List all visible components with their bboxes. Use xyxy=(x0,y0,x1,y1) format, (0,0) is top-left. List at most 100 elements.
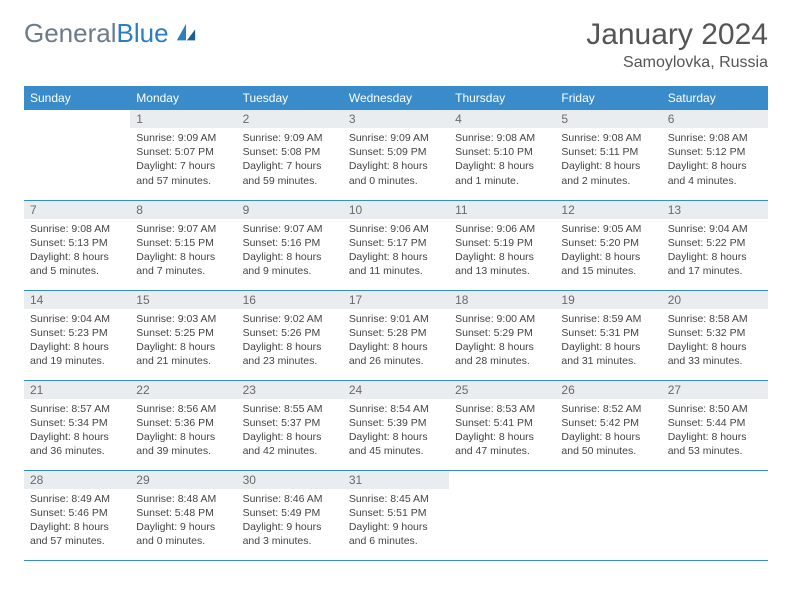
daylight-text: Daylight: 8 hours xyxy=(668,340,762,354)
day-number: 22 xyxy=(130,381,236,399)
weekday-header: Saturday xyxy=(662,86,768,110)
weekday-header: Friday xyxy=(555,86,661,110)
daylight-text: and 42 minutes. xyxy=(243,444,337,458)
sunrise-text: Sunrise: 8:55 AM xyxy=(243,402,337,416)
daylight-text: and 36 minutes. xyxy=(30,444,124,458)
day-number: 6 xyxy=(662,110,768,128)
sunset-text: Sunset: 5:25 PM xyxy=(136,326,230,340)
calendar-day-cell: 7Sunrise: 9:08 AMSunset: 5:13 PMDaylight… xyxy=(24,200,130,290)
day-number: 15 xyxy=(130,291,236,309)
daylight-text: and 47 minutes. xyxy=(455,444,549,458)
daylight-text: and 26 minutes. xyxy=(349,354,443,368)
daylight-text: Daylight: 8 hours xyxy=(30,250,124,264)
daylight-text: Daylight: 8 hours xyxy=(30,340,124,354)
daylight-text: and 7 minutes. xyxy=(136,264,230,278)
day-details: Sunrise: 9:09 AMSunset: 5:09 PMDaylight:… xyxy=(343,128,449,194)
weekday-header: Wednesday xyxy=(343,86,449,110)
day-details: Sunrise: 9:08 AMSunset: 5:10 PMDaylight:… xyxy=(449,128,555,194)
daylight-text: and 5 minutes. xyxy=(30,264,124,278)
daylight-text: and 21 minutes. xyxy=(136,354,230,368)
sunrise-text: Sunrise: 9:06 AM xyxy=(349,222,443,236)
calendar-day-cell: 4Sunrise: 9:08 AMSunset: 5:10 PMDaylight… xyxy=(449,110,555,200)
daylight-text: Daylight: 8 hours xyxy=(136,250,230,264)
daylight-text: Daylight: 8 hours xyxy=(30,430,124,444)
sunrise-text: Sunrise: 8:53 AM xyxy=(455,402,549,416)
day-details: Sunrise: 9:06 AMSunset: 5:19 PMDaylight:… xyxy=(449,219,555,285)
sunrise-text: Sunrise: 8:56 AM xyxy=(136,402,230,416)
sunrise-text: Sunrise: 9:05 AM xyxy=(561,222,655,236)
calendar-day-cell: 22Sunrise: 8:56 AMSunset: 5:36 PMDayligh… xyxy=(130,380,236,470)
daylight-text: and 19 minutes. xyxy=(30,354,124,368)
sunset-text: Sunset: 5:28 PM xyxy=(349,326,443,340)
sunset-text: Sunset: 5:37 PM xyxy=(243,416,337,430)
calendar-empty-cell xyxy=(24,110,130,200)
sunset-text: Sunset: 5:22 PM xyxy=(668,236,762,250)
sunrise-text: Sunrise: 9:04 AM xyxy=(668,222,762,236)
day-number: 5 xyxy=(555,110,661,128)
calendar-day-cell: 15Sunrise: 9:03 AMSunset: 5:25 PMDayligh… xyxy=(130,290,236,380)
day-details: Sunrise: 9:05 AMSunset: 5:20 PMDaylight:… xyxy=(555,219,661,285)
calendar-day-cell: 8Sunrise: 9:07 AMSunset: 5:15 PMDaylight… xyxy=(130,200,236,290)
calendar-day-cell: 9Sunrise: 9:07 AMSunset: 5:16 PMDaylight… xyxy=(237,200,343,290)
daylight-text: and 0 minutes. xyxy=(349,174,443,188)
sunrise-text: Sunrise: 8:52 AM xyxy=(561,402,655,416)
daylight-text: Daylight: 8 hours xyxy=(668,430,762,444)
logo-text-blue: Blue xyxy=(117,18,169,49)
daylight-text: Daylight: 9 hours xyxy=(136,520,230,534)
daylight-text: and 57 minutes. xyxy=(30,534,124,548)
calendar-day-cell: 23Sunrise: 8:55 AMSunset: 5:37 PMDayligh… xyxy=(237,380,343,470)
day-number: 4 xyxy=(449,110,555,128)
day-details: Sunrise: 8:57 AMSunset: 5:34 PMDaylight:… xyxy=(24,399,130,465)
sunrise-text: Sunrise: 8:45 AM xyxy=(349,492,443,506)
sunset-text: Sunset: 5:07 PM xyxy=(136,145,230,159)
day-details: Sunrise: 8:50 AMSunset: 5:44 PMDaylight:… xyxy=(662,399,768,465)
location-subtitle: Samoylovka, Russia xyxy=(586,54,768,72)
daylight-text: and 17 minutes. xyxy=(668,264,762,278)
daylight-text: Daylight: 7 hours xyxy=(243,159,337,173)
daylight-text: Daylight: 8 hours xyxy=(349,340,443,354)
day-details: Sunrise: 8:49 AMSunset: 5:46 PMDaylight:… xyxy=(24,489,130,555)
daylight-text: and 9 minutes. xyxy=(243,264,337,278)
daylight-text: Daylight: 8 hours xyxy=(243,430,337,444)
daylight-text: and 33 minutes. xyxy=(668,354,762,368)
sunset-text: Sunset: 5:31 PM xyxy=(561,326,655,340)
day-number: 23 xyxy=(237,381,343,399)
calendar-day-cell: 5Sunrise: 9:08 AMSunset: 5:11 PMDaylight… xyxy=(555,110,661,200)
day-number: 27 xyxy=(662,381,768,399)
day-number: 9 xyxy=(237,201,343,219)
day-details: Sunrise: 8:48 AMSunset: 5:48 PMDaylight:… xyxy=(130,489,236,555)
calendar-week-row: 21Sunrise: 8:57 AMSunset: 5:34 PMDayligh… xyxy=(24,380,768,470)
day-number: 14 xyxy=(24,291,130,309)
daylight-text: and 57 minutes. xyxy=(136,174,230,188)
daylight-text: Daylight: 8 hours xyxy=(136,340,230,354)
daylight-text: Daylight: 8 hours xyxy=(349,159,443,173)
sunrise-text: Sunrise: 9:09 AM xyxy=(136,131,230,145)
daylight-text: and 31 minutes. xyxy=(561,354,655,368)
calendar-day-cell: 3Sunrise: 9:09 AMSunset: 5:09 PMDaylight… xyxy=(343,110,449,200)
sunset-text: Sunset: 5:17 PM xyxy=(349,236,443,250)
calendar-week-row: 14Sunrise: 9:04 AMSunset: 5:23 PMDayligh… xyxy=(24,290,768,380)
daylight-text: and 2 minutes. xyxy=(561,174,655,188)
calendar-day-cell: 11Sunrise: 9:06 AMSunset: 5:19 PMDayligh… xyxy=(449,200,555,290)
daylight-text: and 4 minutes. xyxy=(668,174,762,188)
day-details: Sunrise: 9:09 AMSunset: 5:07 PMDaylight:… xyxy=(130,128,236,194)
sunset-text: Sunset: 5:10 PM xyxy=(455,145,549,159)
day-number: 19 xyxy=(555,291,661,309)
calendar-empty-cell xyxy=(449,470,555,560)
daylight-text: and 0 minutes. xyxy=(136,534,230,548)
calendar-day-cell: 31Sunrise: 8:45 AMSunset: 5:51 PMDayligh… xyxy=(343,470,449,560)
title-block: January 2024 Samoylovka, Russia xyxy=(586,18,768,72)
daylight-text: Daylight: 8 hours xyxy=(561,340,655,354)
sunset-text: Sunset: 5:44 PM xyxy=(668,416,762,430)
daylight-text: and 28 minutes. xyxy=(455,354,549,368)
sunset-text: Sunset: 5:29 PM xyxy=(455,326,549,340)
sunset-text: Sunset: 5:32 PM xyxy=(668,326,762,340)
daylight-text: Daylight: 8 hours xyxy=(561,430,655,444)
calendar-day-cell: 20Sunrise: 8:58 AMSunset: 5:32 PMDayligh… xyxy=(662,290,768,380)
calendar-day-cell: 17Sunrise: 9:01 AMSunset: 5:28 PMDayligh… xyxy=(343,290,449,380)
header: GeneralBlue January 2024 Samoylovka, Rus… xyxy=(24,18,768,72)
daylight-text: Daylight: 8 hours xyxy=(455,430,549,444)
day-details: Sunrise: 8:55 AMSunset: 5:37 PMDaylight:… xyxy=(237,399,343,465)
sunset-text: Sunset: 5:12 PM xyxy=(668,145,762,159)
day-details: Sunrise: 8:56 AMSunset: 5:36 PMDaylight:… xyxy=(130,399,236,465)
